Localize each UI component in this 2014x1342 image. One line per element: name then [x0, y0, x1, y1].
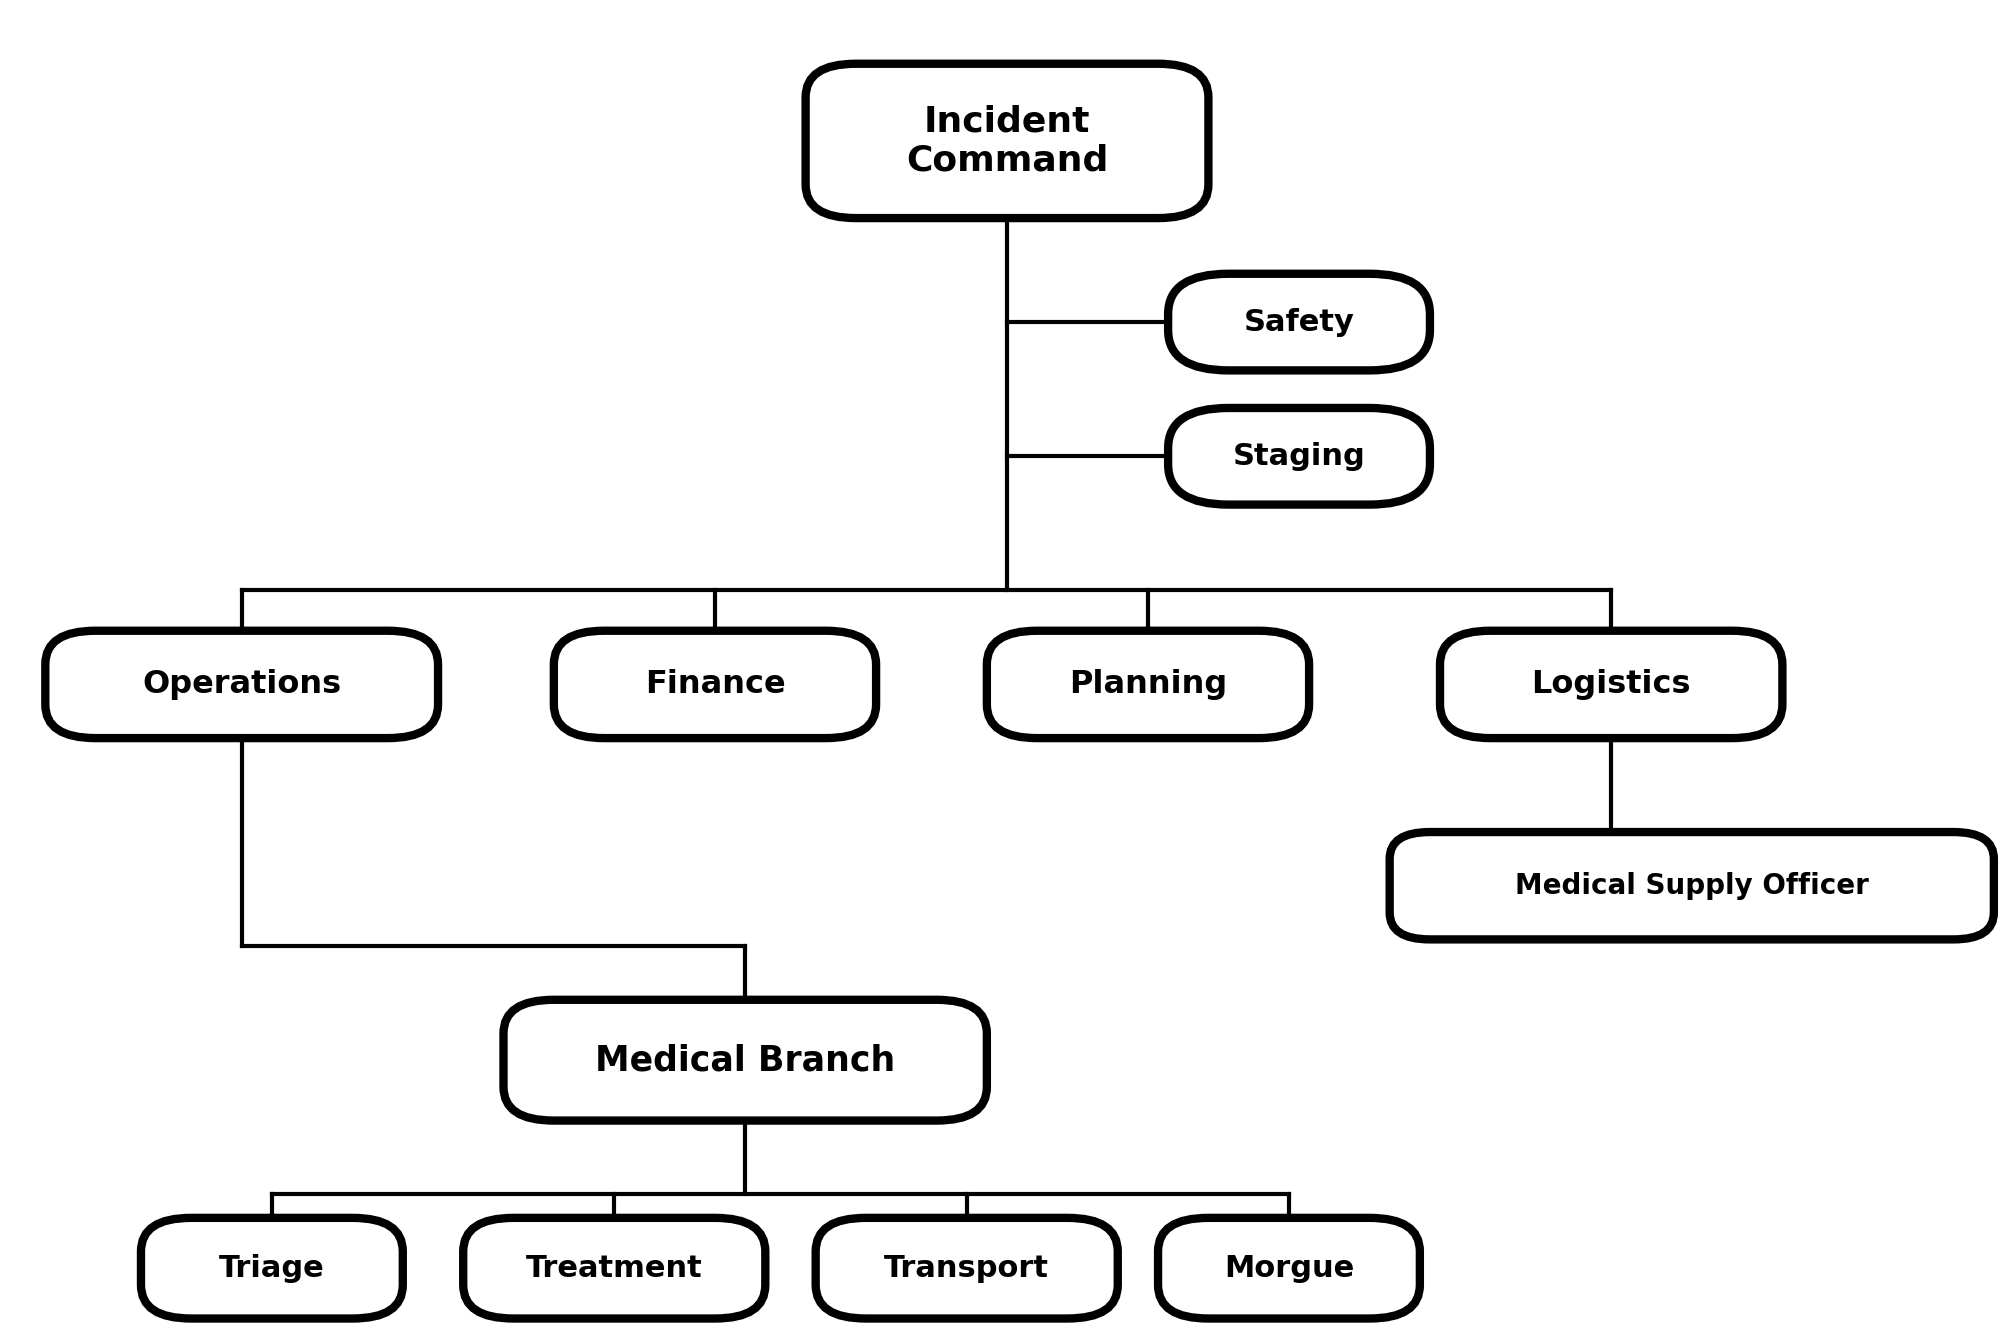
Text: Transport: Transport: [884, 1253, 1049, 1283]
Text: Triage: Triage: [220, 1253, 324, 1283]
FancyBboxPatch shape: [141, 1219, 403, 1318]
Text: Morgue: Morgue: [1225, 1253, 1353, 1283]
FancyBboxPatch shape: [554, 631, 876, 738]
FancyBboxPatch shape: [806, 63, 1208, 219]
Text: Incident
Command: Incident Command: [906, 105, 1108, 177]
Text: Logistics: Logistics: [1531, 668, 1692, 701]
Text: Planning: Planning: [1069, 668, 1227, 701]
FancyBboxPatch shape: [1390, 832, 1994, 939]
FancyBboxPatch shape: [1168, 274, 1430, 370]
FancyBboxPatch shape: [1440, 631, 1782, 738]
Text: Treatment: Treatment: [526, 1253, 703, 1283]
FancyBboxPatch shape: [1158, 1219, 1420, 1318]
Text: Safety: Safety: [1243, 307, 1355, 337]
FancyBboxPatch shape: [44, 631, 439, 738]
Text: Operations: Operations: [143, 668, 340, 701]
FancyBboxPatch shape: [1168, 408, 1430, 505]
FancyBboxPatch shape: [816, 1219, 1118, 1318]
FancyBboxPatch shape: [463, 1219, 765, 1318]
Text: Medical Branch: Medical Branch: [594, 1043, 896, 1078]
FancyBboxPatch shape: [504, 1000, 987, 1121]
Text: Finance: Finance: [644, 668, 785, 701]
Text: Staging: Staging: [1233, 442, 1365, 471]
Text: Medical Supply Officer: Medical Supply Officer: [1515, 872, 1869, 899]
FancyBboxPatch shape: [987, 631, 1309, 738]
